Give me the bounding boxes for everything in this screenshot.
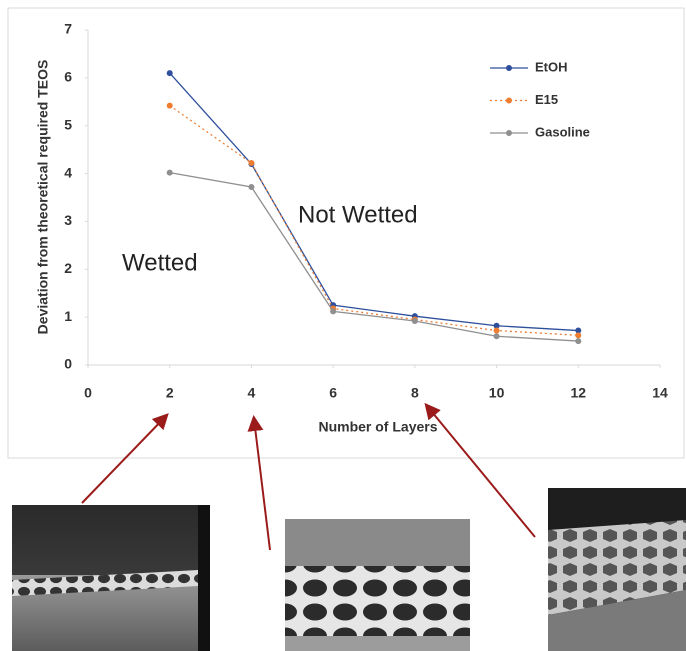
x-tick-label: 14 [652,385,668,401]
x-tick-label: 2 [166,385,174,401]
x-axis-title: Number of Layers [318,419,437,435]
point [248,160,255,167]
point [248,183,255,190]
sem-image-middle [285,519,470,651]
y-tick-label: 4 [64,164,72,180]
x-tick-label: 0 [84,385,92,401]
x-tick-label: 4 [248,385,256,401]
legend-label: EtOH [535,59,568,74]
x-tick-label: 8 [411,385,419,401]
y-tick-label: 6 [64,69,72,85]
chart-frame [7,7,685,459]
sem-image-right [548,488,686,651]
series-line [169,171,579,342]
point [575,338,582,345]
y-tick-label: 7 [64,21,72,37]
point [411,317,418,324]
x-tick-label: 12 [570,385,586,401]
series-line [169,72,579,332]
point [166,169,173,176]
y-axis-title: Deviation from theoretical required TEOS [35,60,51,335]
legend-marker [506,65,512,71]
x-tick-label: 10 [489,385,505,401]
y-tick-label: 1 [64,308,72,324]
series-line [169,105,579,336]
y-tick-label: 0 [64,356,72,372]
y-tick-label: 3 [64,212,72,228]
point [330,308,337,315]
annotation: Wetted [122,249,198,276]
y-tick-label: 5 [64,116,72,132]
point [575,327,582,334]
legend-label: E15 [535,92,558,107]
point [166,102,173,109]
sem-image-left [12,505,210,651]
point [166,70,173,77]
legend-marker [506,130,512,136]
y-tick-label: 2 [64,260,72,276]
point [493,327,500,334]
x-tick-label: 6 [329,385,337,401]
legend-marker [506,97,512,104]
point [493,333,500,340]
annotation: Not Wetted [298,201,418,228]
arrows [81,402,536,551]
point [493,322,500,329]
legend-label: Gasoline [535,124,590,139]
point [575,332,582,339]
